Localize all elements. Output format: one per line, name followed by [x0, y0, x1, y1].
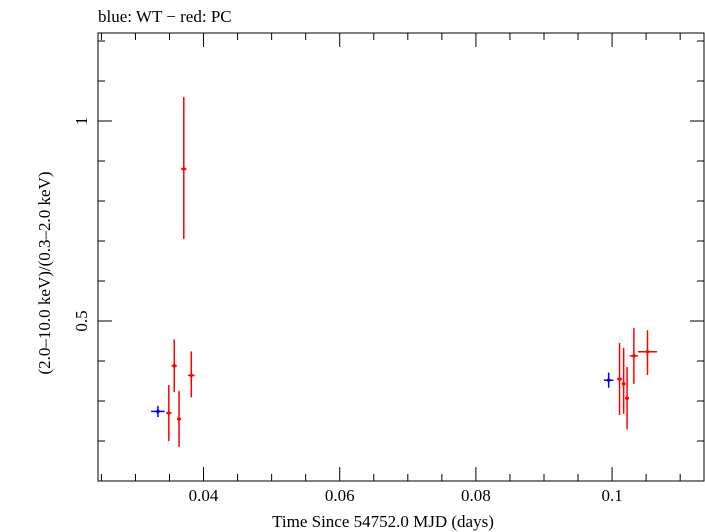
plot-frame [97, 32, 705, 482]
point-marker [172, 364, 177, 368]
point-marker [177, 417, 181, 421]
data-series [151, 97, 658, 447]
point-marker [606, 378, 611, 383]
point-marker [625, 396, 629, 401]
data-point [616, 343, 623, 415]
point-marker [632, 354, 636, 358]
point-marker [621, 382, 626, 386]
point-marker [189, 373, 194, 378]
chart-title: blue: WT − red: PC [98, 7, 232, 26]
point-marker [181, 167, 186, 171]
data-point [166, 385, 172, 441]
data-point [171, 339, 177, 393]
x-tick-labels: 0.04 0.06 0.08 0.1 [189, 486, 623, 505]
series [151, 372, 614, 417]
point-marker [167, 411, 171, 415]
series [166, 97, 658, 447]
axis-ticks [98, 33, 704, 482]
x-tick-label: 0.06 [325, 486, 355, 505]
y-axis-label: (2.0–10.0 keV)/(0.3–2.0 keV) [35, 171, 54, 374]
y-tick-labels: 0.51 [72, 117, 91, 332]
point-marker [156, 409, 160, 414]
point-marker [617, 377, 622, 381]
data-point [151, 405, 165, 417]
data-point [637, 330, 658, 375]
y-tick-label: 0.5 [72, 310, 91, 331]
data-point [181, 97, 187, 239]
data-point [625, 367, 630, 430]
x-tick-label: 0.08 [461, 486, 491, 505]
point-marker [645, 350, 650, 354]
x-tick-label: 0.1 [601, 486, 622, 505]
data-point [187, 351, 195, 398]
x-axis-label: Time Since 54752.0 MJD (days) [272, 512, 494, 531]
data-point [629, 327, 638, 384]
x-tick-label: 0.04 [189, 486, 219, 505]
data-point [621, 347, 626, 414]
y-tick-label: 1 [72, 117, 91, 126]
data-point [603, 372, 614, 388]
data-point [176, 391, 182, 447]
